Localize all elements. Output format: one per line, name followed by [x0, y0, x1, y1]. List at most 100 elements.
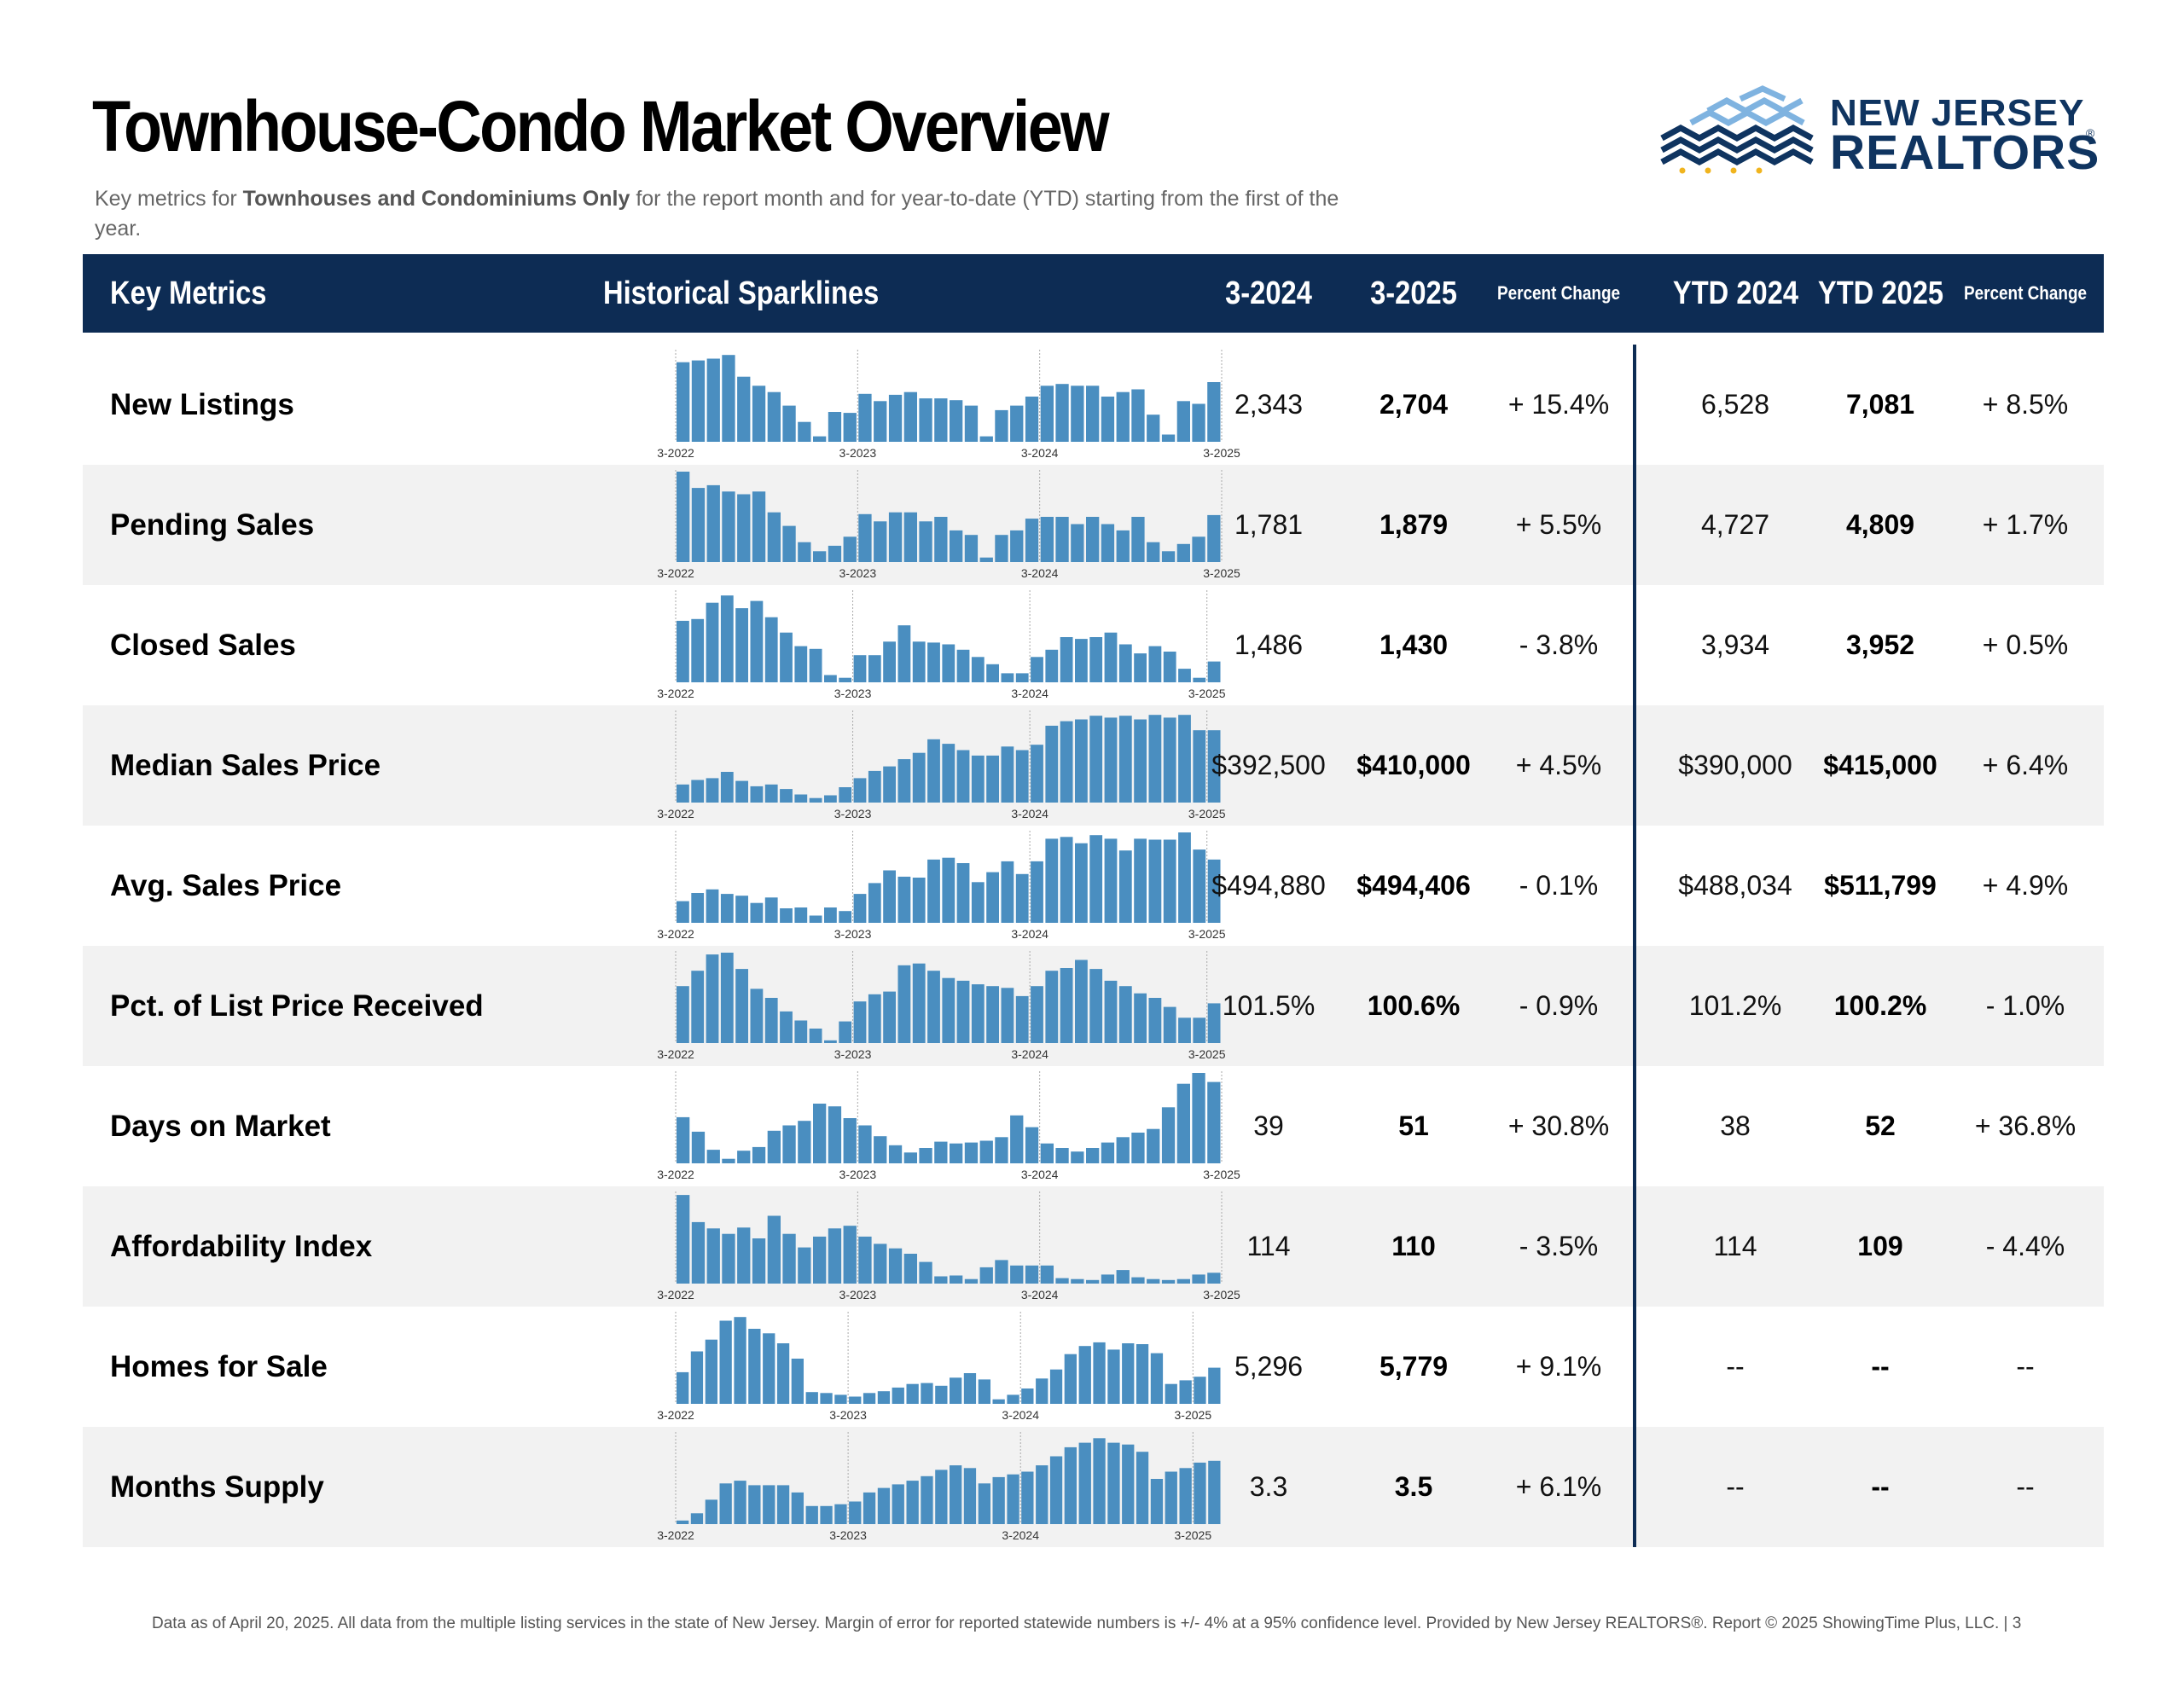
sparkline-bar: [1207, 382, 1221, 442]
sparkline-bar: [956, 863, 970, 923]
sparkline-bar: [1131, 389, 1145, 442]
metric-label: Pct. of List Price Received: [110, 989, 484, 1023]
sparkline-bar: [750, 988, 764, 1043]
ytd-2025-value: 100.2%: [1833, 990, 1927, 1021]
sparkline-bar: [839, 787, 852, 803]
sparkline-bar: [995, 535, 1008, 562]
metric-label: Pending Sales: [110, 508, 315, 542]
sparkline-bar: [1031, 986, 1043, 1043]
sparkline-bar: [1207, 661, 1221, 682]
header-ytd-2025: YTD 2025: [1817, 275, 1944, 311]
sparkline-bar: [971, 755, 985, 803]
sparkline-bar: [964, 1142, 979, 1163]
sparkline-bar: [720, 894, 734, 923]
ytd-2024-value: --: [1726, 1471, 1745, 1502]
sparkline-bar: [813, 1104, 827, 1163]
sparkline-bar: [794, 907, 808, 923]
sparkline-bar: [1178, 832, 1191, 923]
sparkline-bar: [798, 1247, 811, 1284]
sparkline-bar: [843, 1226, 857, 1284]
sparkline-bar: [921, 1383, 933, 1404]
sparkline-tick-label: 3-2024: [1021, 566, 1059, 580]
ytd-percent-change-value: - 1.0%: [1985, 990, 2065, 1021]
sparkline-bar: [677, 1116, 690, 1163]
sparkline-bar: [735, 969, 748, 1043]
sparkline-bar: [834, 1394, 847, 1404]
table-row: Avg. Sales Price 3-2022 3-2023 3-2024 3-2025…: [83, 826, 2104, 946]
sparkline-bar: [824, 907, 837, 923]
sparkline-bar: [942, 744, 956, 803]
metric-label: Median Sales Price: [110, 749, 381, 782]
sparkline-tick-label: 3-2023: [829, 1408, 867, 1422]
sparkline-bar: [897, 625, 911, 682]
sparkline-bar: [1031, 745, 1043, 803]
sparkline-bar: [1025, 519, 1039, 562]
sparkline-bar: [942, 857, 956, 923]
sparkline-bar: [809, 797, 822, 803]
sparkline-bar: [1148, 998, 1162, 1043]
sparkline-bar: [813, 551, 827, 562]
sparkline-bar: [706, 1150, 720, 1163]
sparkline-bar: [677, 1520, 689, 1524]
sparkline-bar: [843, 536, 857, 562]
sparkline-bar: [1089, 969, 1103, 1043]
month-2024-value: 3.3: [1249, 1471, 1288, 1502]
header-month-2025: 3-2025: [1370, 275, 1457, 311]
sparkline-chart: 3-2022 3-2023 3-2024 3-2025: [657, 590, 1226, 700]
house-roofline-icon: [1660, 85, 1814, 174]
sparkline-bar: [956, 649, 970, 682]
sparkline-bar: [750, 902, 764, 923]
sparkline-bar: [834, 1504, 847, 1524]
sparkline-bar: [1040, 517, 1054, 562]
logo-registered-mark: ®: [2086, 126, 2095, 140]
metric-label: New Listings: [110, 388, 294, 421]
ytd-2024-value: 6,528: [1700, 389, 1770, 420]
sparkline-chart: 3-2022 3-2023 3-2024 3-2025: [657, 350, 1240, 460]
sparkline-bar: [1148, 646, 1162, 682]
sparkline-tick-label: 3-2022: [657, 1528, 694, 1542]
sparkline-bar: [780, 1011, 793, 1043]
sparkline-bar: [1010, 1265, 1024, 1284]
table-row: Months Supply 3-2022 3-2023 3-2024 3-2025 3.3…: [83, 1427, 2104, 1547]
sparkline-bar: [927, 739, 940, 803]
sparkline-tick-label: 3-2024: [1002, 1408, 1039, 1422]
sparkline-bar: [691, 360, 706, 442]
ytd-percent-change-value: + 4.9%: [1982, 870, 2069, 901]
sparkline-chart: 3-2022 3-2023 3-2024 3-2025: [657, 1191, 1240, 1301]
ytd-divider: [1633, 345, 1636, 1547]
sparkline-bar: [971, 882, 985, 923]
sparkline-bar: [1075, 719, 1088, 803]
sparkline-chart: 3-2022 3-2023 3-2024 3-2025: [657, 710, 1226, 820]
sparkline-bar: [1015, 873, 1029, 923]
sparkline-bar: [691, 488, 706, 562]
sparkline-bar: [813, 1236, 827, 1284]
sparkline-bar: [978, 1483, 990, 1524]
sparkline-tick-label: 3-2025: [1188, 927, 1226, 941]
ytd-2025-value: 3,952: [1845, 629, 1915, 660]
ytd-2024-value: --: [1726, 1351, 1745, 1382]
sparkline-bar: [1089, 835, 1103, 923]
sparkline-bar: [780, 632, 793, 682]
ytd-percent-change-value: + 8.5%: [1982, 389, 2069, 420]
sparkline-bar: [1207, 1272, 1221, 1284]
sparkline-bar: [1075, 639, 1088, 682]
percent-change-value: + 4.5%: [1515, 750, 1602, 780]
subtitle-prefix: Key metrics for: [95, 187, 243, 211]
sparkline-bar: [750, 786, 764, 803]
sparkline-bar: [843, 1118, 857, 1163]
sparkline-bar: [677, 784, 689, 803]
sparkline-bar: [1060, 968, 1073, 1043]
sparkline-bar: [1101, 1142, 1115, 1163]
sparkline-bar: [1194, 1462, 1206, 1524]
sparkline-bar: [1060, 837, 1073, 923]
sparkline-bar: [892, 1484, 904, 1524]
sparkline-bar: [1118, 850, 1132, 923]
sparkline-bar: [1010, 405, 1024, 442]
sparkline-bar: [1116, 391, 1130, 442]
sparkline-bar: [950, 1465, 962, 1524]
sparkline-bar: [1136, 1344, 1149, 1404]
sparkline-bar: [927, 971, 940, 1043]
sparkline-bar: [737, 1151, 751, 1163]
sparkline-bar: [752, 1146, 766, 1163]
metric-label: Homes for Sale: [110, 1350, 328, 1383]
